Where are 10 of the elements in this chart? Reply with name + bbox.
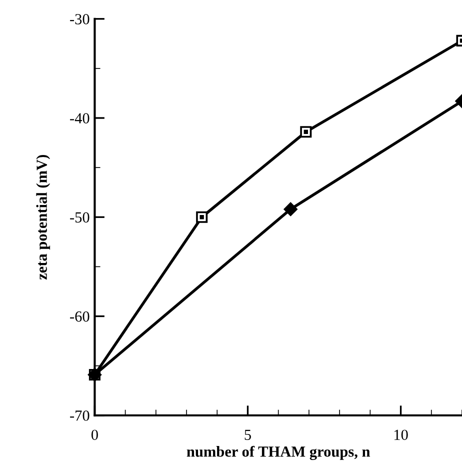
y-tick-label: -60 — [70, 311, 90, 322]
x-axis-title: number of THAM groups, n — [186, 446, 370, 460]
x-tick-label: 5 — [244, 430, 251, 440]
y-axis-title: zeta potential (mV) — [36, 155, 50, 280]
y-tick-label: -40 — [70, 113, 90, 124]
y-tick-label: -30 — [70, 14, 90, 24]
x-tick-label: 0 — [91, 430, 98, 440]
x-tick-label: 10 — [394, 430, 408, 440]
y-tick-label: -50 — [70, 212, 90, 223]
y-tick-label: -70 — [70, 410, 90, 421]
